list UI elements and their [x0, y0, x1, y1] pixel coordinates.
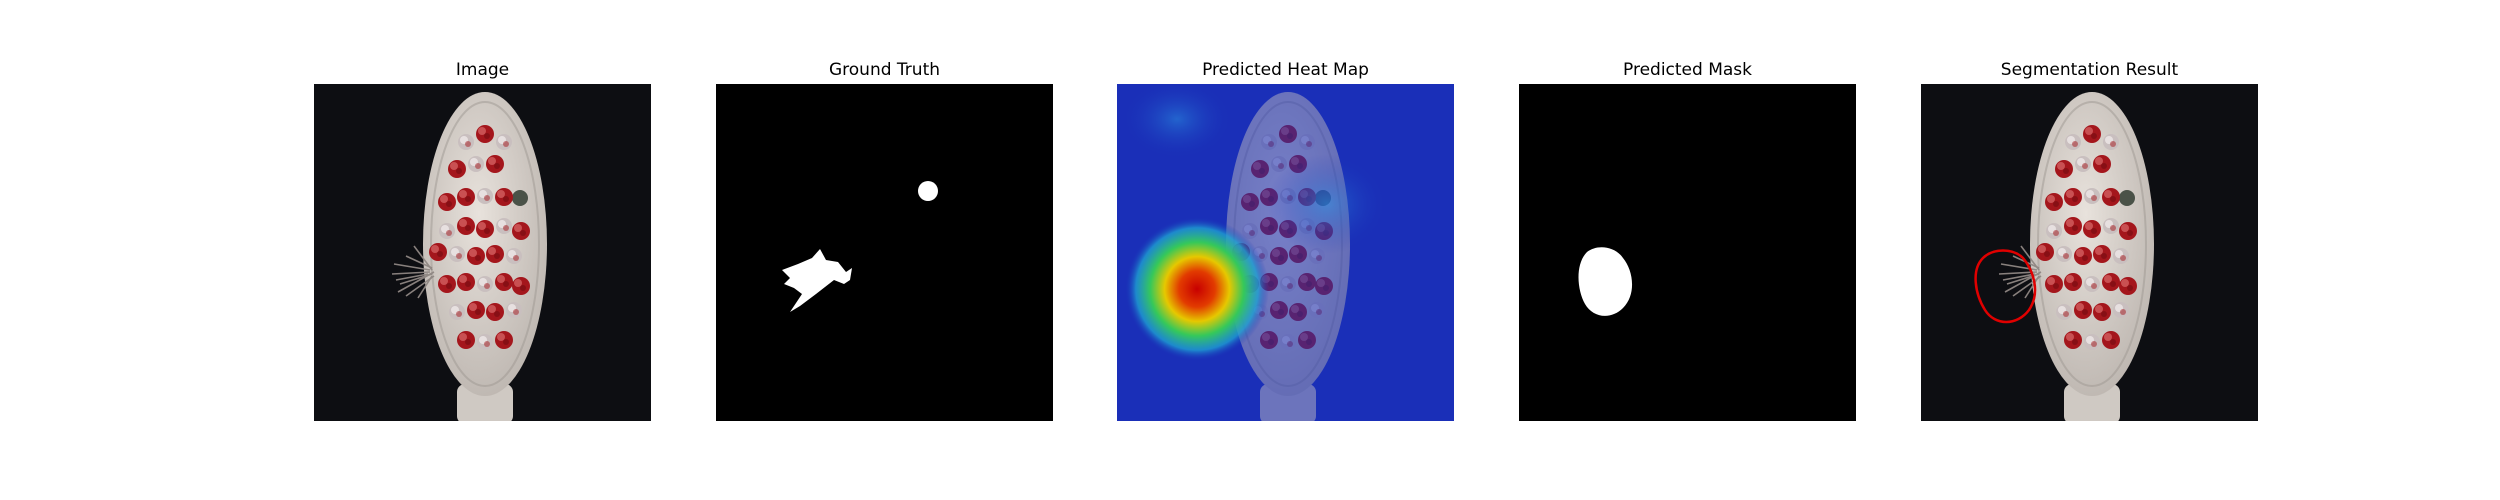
mask-blob: [1578, 247, 1633, 316]
segmentation-contour: [1974, 249, 2037, 324]
panel-title-image: Image: [455, 60, 510, 80]
gt-background: [716, 84, 1053, 421]
image-heatmap: [1117, 84, 1454, 421]
heat-glow-mid: [1267, 154, 1387, 254]
image-ground-truth: [716, 84, 1053, 421]
panel-title-segmentation: Segmentation Result: [2000, 60, 2179, 80]
heat-glow-top: [1122, 84, 1232, 159]
heat-hotspot: [1125, 217, 1269, 361]
gt-defect-bristles: [782, 249, 852, 312]
image-predicted-mask: [1519, 84, 1856, 421]
image-segmentation-result: [1921, 84, 2258, 421]
panel-title-heatmap: Predicted Heat Map: [1202, 60, 1369, 80]
panel-title-mask: Predicted Mask: [1623, 60, 1752, 80]
panel-title-ground-truth: Ground Truth: [828, 60, 941, 80]
gt-defect-spot: [918, 181, 938, 201]
image-original: [314, 84, 651, 421]
mask-background: [1519, 84, 1856, 421]
